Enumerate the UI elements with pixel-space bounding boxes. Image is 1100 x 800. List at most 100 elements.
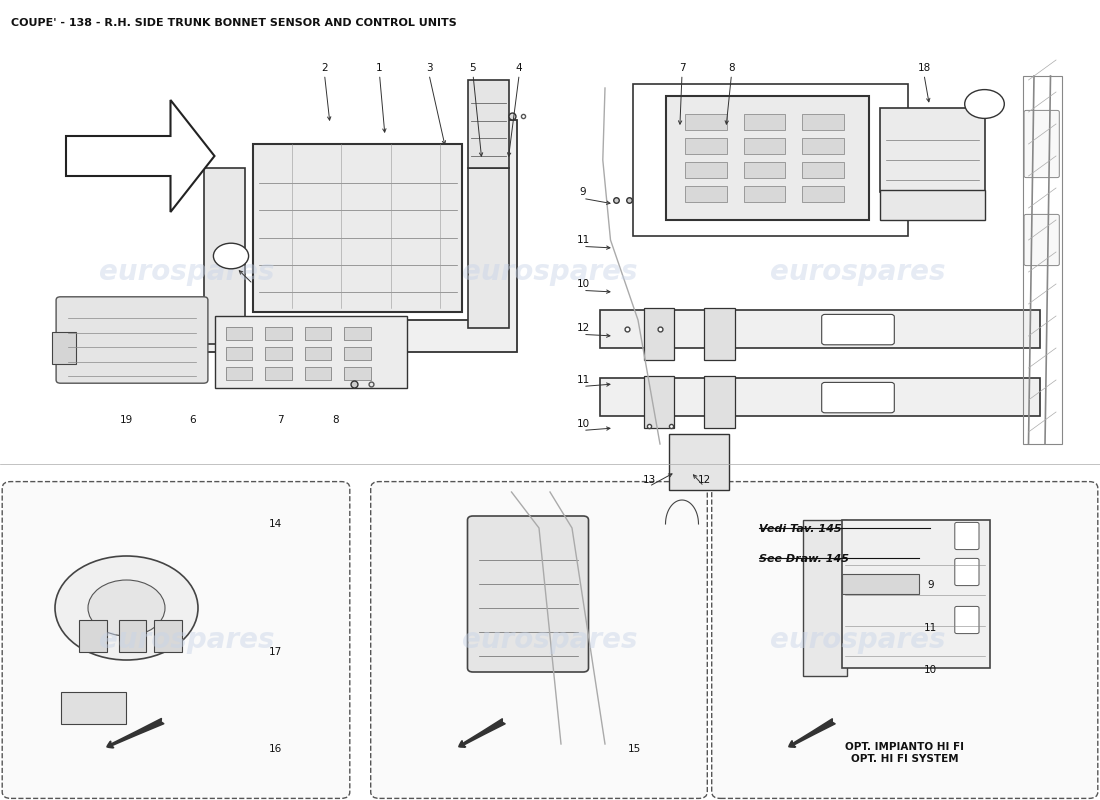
Text: Vedi Tav. 145: Vedi Tav. 145 [759, 524, 842, 534]
Bar [344, 327, 371, 340]
FancyBboxPatch shape [2, 482, 350, 798]
Text: 4: 4 [516, 63, 522, 73]
FancyBboxPatch shape [60, 692, 126, 724]
FancyBboxPatch shape [842, 574, 918, 594]
Text: 7: 7 [679, 63, 685, 73]
FancyBboxPatch shape [704, 308, 735, 360]
Text: 11: 11 [576, 375, 590, 385]
Bar [802, 186, 844, 202]
FancyBboxPatch shape [1024, 110, 1059, 178]
Text: eurospares: eurospares [462, 626, 638, 654]
Bar [685, 162, 727, 178]
Bar [744, 186, 785, 202]
Text: 1: 1 [376, 63, 383, 73]
FancyBboxPatch shape [468, 516, 588, 672]
Text: 19: 19 [120, 415, 133, 425]
Text: 5: 5 [470, 63, 476, 73]
Text: 17: 17 [268, 647, 282, 657]
FancyBboxPatch shape [666, 96, 869, 220]
Text: 10: 10 [576, 419, 590, 429]
Bar [744, 162, 785, 178]
Text: eurospares: eurospares [770, 626, 946, 654]
Bar [802, 114, 844, 130]
Bar [265, 327, 292, 340]
Text: 8: 8 [728, 63, 735, 73]
Bar [226, 347, 252, 360]
Bar [265, 367, 292, 380]
FancyBboxPatch shape [712, 482, 1098, 798]
Polygon shape [176, 120, 517, 352]
Text: 12: 12 [576, 323, 590, 333]
Text: 9: 9 [580, 187, 586, 197]
FancyBboxPatch shape [955, 522, 979, 550]
FancyBboxPatch shape [468, 168, 509, 328]
Text: eurospares: eurospares [770, 258, 946, 286]
Bar [685, 114, 727, 130]
Bar [344, 367, 371, 380]
FancyBboxPatch shape [371, 482, 707, 798]
Text: 11: 11 [924, 623, 937, 633]
Bar [226, 367, 252, 380]
FancyBboxPatch shape [822, 382, 894, 413]
Text: 13: 13 [642, 475, 656, 485]
Text: 18: 18 [917, 63, 931, 73]
Text: 8: 8 [332, 415, 339, 425]
Circle shape [965, 90, 1004, 118]
Bar [744, 138, 785, 154]
Text: 7: 7 [277, 415, 284, 425]
Bar [226, 327, 252, 340]
Polygon shape [66, 100, 214, 212]
Text: 6: 6 [189, 415, 196, 425]
FancyBboxPatch shape [880, 108, 984, 192]
Bar [802, 138, 844, 154]
Bar [305, 347, 331, 360]
Circle shape [88, 580, 165, 636]
FancyBboxPatch shape [669, 434, 729, 490]
Bar [685, 186, 727, 202]
Bar [744, 114, 785, 130]
FancyBboxPatch shape [119, 620, 146, 652]
FancyBboxPatch shape [955, 606, 979, 634]
FancyBboxPatch shape [955, 558, 979, 586]
FancyBboxPatch shape [214, 316, 407, 388]
Bar [265, 347, 292, 360]
FancyBboxPatch shape [842, 520, 990, 668]
Text: A: A [228, 251, 234, 261]
FancyBboxPatch shape [154, 620, 182, 652]
FancyBboxPatch shape [803, 520, 847, 676]
Bar [344, 347, 371, 360]
FancyBboxPatch shape [600, 310, 1040, 348]
Text: See Draw. 145: See Draw. 145 [759, 554, 849, 564]
Text: 12: 12 [697, 475, 711, 485]
FancyBboxPatch shape [704, 376, 735, 428]
Text: 11: 11 [576, 235, 590, 245]
Text: 15: 15 [628, 745, 641, 754]
FancyBboxPatch shape [79, 620, 107, 652]
FancyBboxPatch shape [644, 308, 674, 360]
Text: 3: 3 [426, 63, 432, 73]
Text: 10: 10 [576, 279, 590, 289]
Text: COUPE' - 138 - R.H. SIDE TRUNK BONNET SENSOR AND CONTROL UNITS: COUPE' - 138 - R.H. SIDE TRUNK BONNET SE… [11, 18, 456, 27]
Text: 16: 16 [268, 745, 282, 754]
Text: 10: 10 [924, 666, 937, 675]
FancyBboxPatch shape [644, 376, 674, 428]
FancyBboxPatch shape [822, 314, 894, 345]
FancyBboxPatch shape [600, 378, 1040, 416]
Bar [305, 327, 331, 340]
Text: 2: 2 [321, 63, 328, 73]
Text: 14: 14 [268, 519, 282, 530]
FancyBboxPatch shape [1024, 214, 1059, 266]
FancyBboxPatch shape [56, 297, 208, 383]
Bar [305, 367, 331, 380]
FancyBboxPatch shape [204, 168, 245, 344]
Text: eurospares: eurospares [99, 258, 275, 286]
Text: 9: 9 [927, 580, 934, 590]
Text: OPT. IMPIANTO HI FI
OPT. HI FI SYSTEM: OPT. IMPIANTO HI FI OPT. HI FI SYSTEM [845, 742, 965, 764]
Circle shape [213, 243, 249, 269]
FancyBboxPatch shape [468, 80, 509, 168]
FancyBboxPatch shape [880, 190, 984, 220]
Text: A: A [981, 99, 988, 109]
Bar [802, 162, 844, 178]
Bar [685, 138, 727, 154]
FancyBboxPatch shape [253, 144, 462, 312]
